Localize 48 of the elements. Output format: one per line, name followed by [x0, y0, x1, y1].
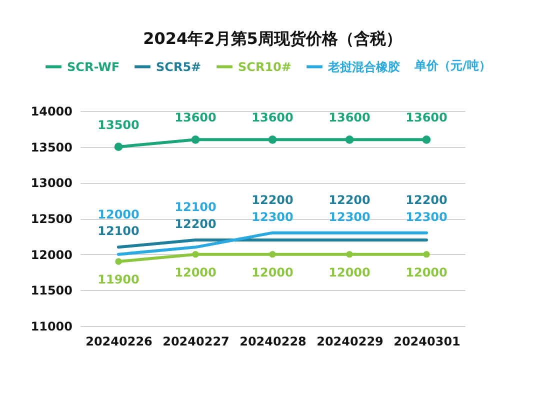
point	[268, 135, 277, 144]
data-label: 12200	[328, 193, 370, 207]
data-label: 12200	[174, 217, 216, 231]
data-label: 12100	[98, 224, 140, 238]
y-tick-label: 12000	[30, 248, 72, 262]
x-tick-label: 20240301	[394, 334, 460, 348]
data-label: 13600	[252, 110, 294, 125]
data-label: 11900	[98, 272, 140, 286]
data-label: 13600	[174, 110, 216, 125]
data-label: 12000	[252, 265, 294, 280]
point	[115, 258, 122, 265]
y-axis-title: 单价（元/吨）	[414, 58, 491, 72]
data-label: 12000	[406, 265, 448, 280]
legend-label: SCR-WF	[67, 60, 120, 74]
data-label: 12200	[406, 193, 448, 207]
legend-label: SCR5#	[156, 60, 202, 74]
data-label: 12000	[174, 265, 216, 280]
point	[191, 135, 200, 144]
chart-title: 2024年2月第5周现货价格（含税）	[143, 29, 402, 48]
x-tick-label: 20240228	[240, 334, 306, 348]
y-tick-label: 11500	[30, 284, 72, 298]
y-tick-label: 13500	[30, 140, 72, 154]
y-tick-label: 14000	[30, 104, 72, 118]
y-tick-label: 11000	[30, 320, 72, 334]
legend-label: 老挝混合橡胶	[327, 60, 400, 74]
point	[423, 250, 430, 258]
point	[345, 135, 354, 144]
point	[422, 135, 431, 144]
point	[114, 142, 123, 152]
x-tick-label: 20240227	[162, 334, 230, 348]
data-label: 12300	[406, 210, 448, 224]
y-tick-label: 12500	[30, 212, 72, 226]
x-tick-label: 20240226	[86, 334, 152, 348]
point	[269, 250, 276, 258]
legend-label: SCR10#	[238, 60, 292, 74]
data-label: 12300	[252, 210, 294, 224]
x-tick-label: 20240229	[316, 334, 384, 348]
point	[346, 250, 353, 258]
data-label: 13600	[406, 110, 448, 125]
data-label: 13500	[98, 118, 140, 132]
data-label: 12200	[252, 193, 294, 207]
data-label: 12000	[328, 265, 370, 280]
data-label: 13600	[328, 110, 370, 125]
data-label: 12300	[328, 210, 370, 224]
y-tick-label: 13000	[30, 176, 72, 190]
point	[192, 250, 199, 258]
data-label: 12100	[174, 200, 216, 214]
data-label: 12000	[98, 207, 140, 222]
